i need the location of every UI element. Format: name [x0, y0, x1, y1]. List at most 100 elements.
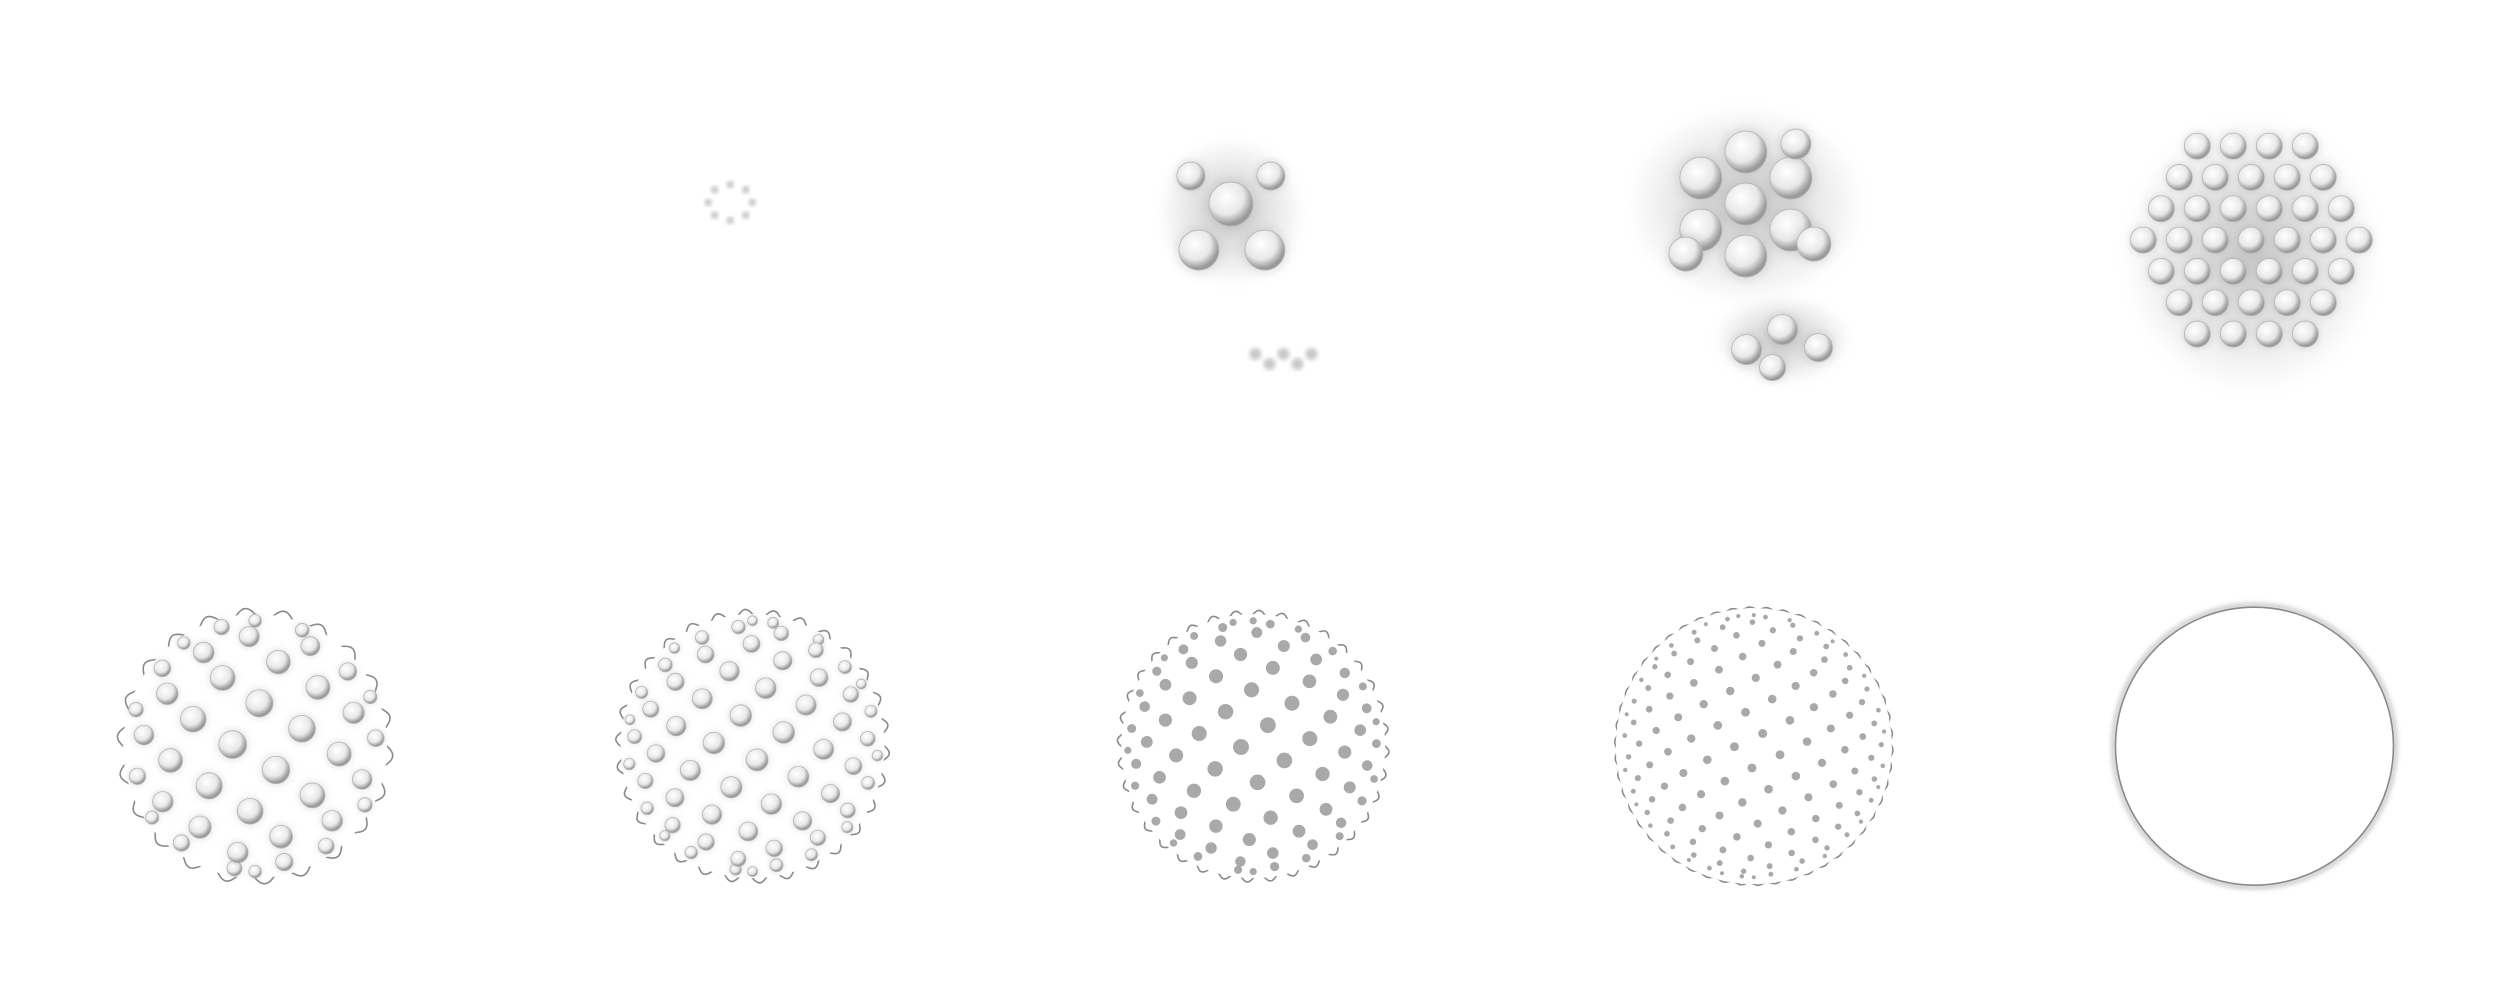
- bump: [2183, 320, 2211, 348]
- dot: [1135, 689, 1144, 698]
- bump: [363, 689, 378, 705]
- seed-point: [704, 198, 712, 206]
- dot: [1814, 630, 1820, 636]
- seed-point: [726, 216, 734, 224]
- bump: [755, 677, 777, 699]
- dot: [1785, 716, 1795, 725]
- bump: [177, 636, 191, 650]
- bump: [624, 714, 636, 726]
- dot: [1174, 829, 1186, 840]
- dot: [1669, 643, 1674, 648]
- bump: [772, 721, 795, 744]
- dot: [1191, 726, 1207, 742]
- dot: [1666, 692, 1674, 700]
- bump: [2291, 320, 2319, 348]
- bump: [694, 630, 710, 645]
- dot: [1289, 788, 1304, 804]
- dot: [1691, 629, 1697, 635]
- dot: [1160, 654, 1168, 662]
- dot: [1768, 871, 1774, 877]
- dot: [1799, 858, 1805, 864]
- dot: [1634, 802, 1639, 807]
- dot: [1868, 797, 1874, 803]
- bump: [635, 685, 649, 699]
- dot: [1751, 875, 1756, 880]
- dot: [1733, 832, 1741, 841]
- bump: [684, 846, 698, 860]
- bump: [2291, 258, 2319, 285]
- bump: [357, 797, 373, 813]
- dot: [1687, 734, 1696, 743]
- dot: [1787, 827, 1796, 836]
- bump: [1767, 314, 1798, 346]
- bump: [156, 682, 179, 705]
- dot: [1667, 817, 1674, 824]
- dot: [1841, 677, 1849, 685]
- bump: [1804, 333, 1833, 363]
- bump: [2165, 226, 2193, 254]
- bump: [299, 782, 326, 809]
- dot: [1871, 776, 1878, 782]
- dot: [1788, 849, 1795, 857]
- dot: [1336, 688, 1350, 701]
- bump: [2129, 226, 2157, 254]
- dot: [1844, 832, 1850, 838]
- bump: [2237, 164, 2265, 191]
- dot: [1720, 776, 1730, 786]
- bump: [213, 619, 230, 636]
- dot: [1769, 627, 1776, 634]
- dot: [1751, 613, 1756, 618]
- bump: [1724, 130, 1768, 174]
- dot: [1687, 658, 1695, 666]
- dot: [1244, 682, 1260, 698]
- dot: [1719, 871, 1725, 876]
- top-row: [704, 104, 2382, 396]
- dot: [1338, 745, 1352, 759]
- dot: [1876, 785, 1881, 790]
- dot: [1812, 814, 1820, 823]
- dot: [1339, 667, 1350, 679]
- dot: [1715, 811, 1724, 820]
- dot: [1354, 724, 1367, 737]
- bump: [236, 797, 264, 825]
- dot: [1880, 763, 1886, 769]
- dot: [1646, 761, 1654, 769]
- plain-sphere: [2114, 606, 2395, 886]
- dot: [1292, 824, 1306, 838]
- bump: [128, 702, 144, 718]
- dot: [1733, 632, 1740, 639]
- dot: [1796, 635, 1804, 642]
- bump: [351, 769, 373, 790]
- dot: [1631, 698, 1637, 704]
- dot: [1130, 781, 1140, 790]
- dot: [1263, 810, 1278, 825]
- bump: [793, 811, 813, 831]
- dot: [1826, 724, 1835, 733]
- frame-7: [1116, 609, 1390, 883]
- bump: [2273, 289, 2301, 317]
- bump: [188, 815, 212, 839]
- bump: [266, 649, 291, 675]
- dot: [1715, 665, 1723, 674]
- bump: [637, 772, 654, 789]
- dot: [1804, 793, 1813, 802]
- dot: [1864, 686, 1870, 692]
- frame-1: [704, 180, 756, 224]
- dot: [1265, 660, 1280, 675]
- dot: [1277, 640, 1290, 653]
- bump: [2201, 164, 2229, 191]
- dot: [1719, 846, 1727, 854]
- bump: [795, 694, 817, 716]
- dot: [1716, 860, 1723, 867]
- dot: [1824, 845, 1830, 851]
- dot: [1634, 775, 1641, 782]
- bump: [1176, 161, 1206, 191]
- bump: [2165, 164, 2193, 191]
- dot: [1664, 671, 1672, 679]
- dot: [1233, 739, 1249, 755]
- bump: [745, 748, 769, 772]
- dot: [1635, 740, 1643, 747]
- dot: [1645, 705, 1653, 713]
- bump: [1244, 229, 1286, 271]
- dot: [1310, 653, 1323, 666]
